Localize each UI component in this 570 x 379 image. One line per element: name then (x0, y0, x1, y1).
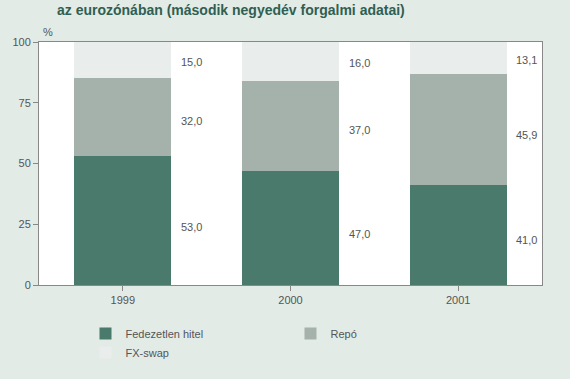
svg-text:13,1: 13,1 (516, 54, 537, 66)
svg-text:1999: 1999 (111, 294, 135, 306)
svg-text:37,0: 37,0 (349, 124, 370, 136)
svg-text:15,0: 15,0 (181, 56, 202, 68)
svg-text:75: 75 (19, 97, 31, 109)
svg-text:az eurozónában (második negyed: az eurozónában (második negyedév forgalm… (57, 2, 405, 18)
svg-text:100: 100 (12, 36, 30, 48)
svg-text:0: 0 (25, 279, 31, 291)
svg-text:2001: 2001 (446, 294, 470, 306)
svg-text:Repó: Repó (331, 328, 357, 340)
svg-text:32,0: 32,0 (181, 115, 202, 127)
svg-text:25: 25 (19, 218, 31, 230)
svg-text:2000: 2000 (278, 294, 302, 306)
svg-text:FX-swap: FX-swap (126, 347, 169, 359)
svg-text:45,9: 45,9 (516, 129, 537, 141)
svg-text:53,0: 53,0 (181, 221, 202, 233)
svg-text:%: % (43, 26, 53, 38)
svg-text:Fedezetlen hitel: Fedezetlen hitel (126, 328, 204, 340)
svg-text:47,0: 47,0 (349, 228, 370, 240)
svg-text:50: 50 (19, 157, 31, 169)
svg-text:41,0: 41,0 (516, 234, 537, 246)
svg-text:16,0: 16,0 (349, 57, 370, 69)
